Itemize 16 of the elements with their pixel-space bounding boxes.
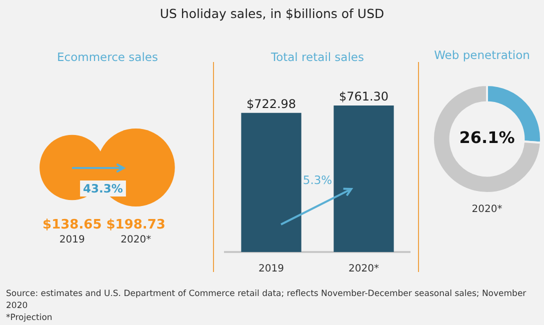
chart-title: Total retail sales [270, 50, 365, 64]
category-label: 2020* [120, 234, 152, 246]
annotation: 5.3% [302, 173, 332, 188]
text: 43.3% [83, 182, 124, 196]
chart-title: Web penetration [433, 48, 531, 62]
data-label: $198.73 [106, 218, 166, 232]
data-label: $138.65 [42, 218, 102, 232]
category-label: 2019 [59, 234, 85, 246]
data-label: $761.30 [338, 89, 389, 104]
data-label: $722.98 [246, 96, 296, 111]
text: Ecommerce sales [56, 50, 159, 64]
data-label: 26.1% [459, 128, 515, 148]
source-note: Source: estimates and U.S. Department of Commerce retail data; reflects November-December seasonal sales; November 2020 [6, 288, 528, 312]
text: US holiday sales, in $billions of USD [158, 6, 386, 21]
text: *Projection [6, 312, 54, 324]
text: 2020* [470, 204, 504, 215]
